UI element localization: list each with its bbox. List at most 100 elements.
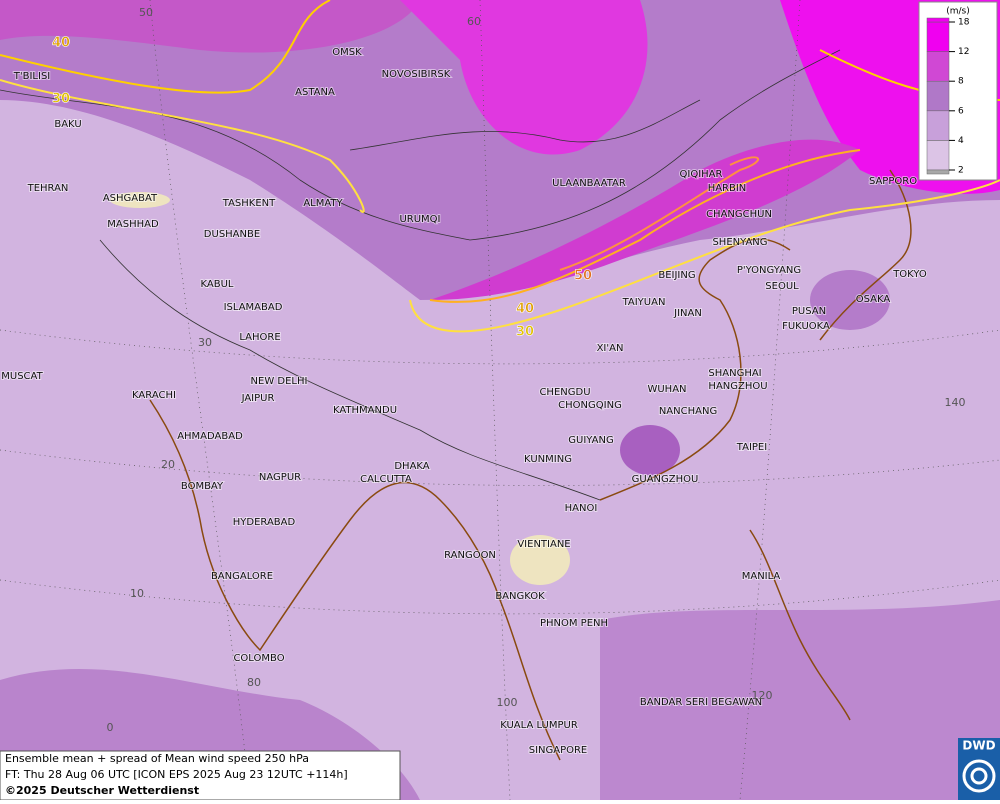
- city-label: DHAKA: [394, 461, 429, 472]
- city-label: OSAKA: [856, 294, 891, 305]
- city-label: BEIJING: [658, 270, 695, 281]
- city-label: KATHMANDU: [333, 405, 397, 416]
- city-label: ALMATY: [303, 198, 343, 209]
- caption: Ensemble mean + spread of Mean wind spee…: [0, 750, 401, 801]
- graticule-label: 120: [752, 689, 773, 702]
- city-label: CHANGCHUN: [706, 209, 772, 220]
- contour-label: 50: [574, 269, 592, 284]
- city-label: TAIPEI: [736, 442, 767, 453]
- city-label: TOKYO: [892, 269, 927, 280]
- city-label: SHANGHAI: [708, 368, 761, 379]
- city-label: SHENYANG: [712, 237, 767, 248]
- borders: [0, 49, 841, 501]
- city-label: ASTANA: [295, 87, 335, 98]
- legend-swatch: [926, 140, 950, 171]
- city-label: T'BILISI: [13, 71, 50, 82]
- graticule-label: 50: [139, 6, 153, 19]
- contour-label: 30: [52, 92, 70, 107]
- city-label: ASHGABAT: [103, 193, 158, 204]
- legend-unit: (m/s): [946, 7, 970, 17]
- legend-swatch: [926, 110, 950, 141]
- city-label: BANDAR SERI BEGAWAN: [640, 697, 762, 708]
- city-label: RANGOON: [444, 550, 496, 561]
- city-label: HANGZHOU: [708, 381, 767, 392]
- legend-swatch: [926, 80, 950, 112]
- city-label: QIQIHAR: [680, 169, 723, 180]
- legend-tick-label: 12: [958, 47, 969, 57]
- city-label: CHENGDU: [539, 387, 590, 398]
- city-label: NOVOSIBIRSK: [382, 69, 451, 80]
- labels: OMSK NOVOSIBIRSK ASTANA T'BILISI BAKU TEHRAN A…: [0, 6, 966, 757]
- city-label: PUSAN: [792, 306, 826, 317]
- contours: [0, 0, 1000, 333]
- graticule-label: 30: [198, 336, 212, 349]
- contour-label: 40: [516, 302, 534, 317]
- graticule-label: 60: [467, 15, 481, 28]
- city-label: XI'AN: [597, 343, 624, 354]
- city-label: SINGAPORE: [529, 745, 588, 756]
- city-label: ISLAMABAD: [224, 302, 283, 313]
- city-label: TEHRAN: [27, 183, 69, 194]
- contour-label: 40: [52, 36, 70, 51]
- logo-text: DWD: [962, 739, 995, 753]
- city-label: PHNOM PENH: [540, 618, 608, 629]
- legend: (m/s) 2 4 6 8 12 18: [918, 1, 998, 181]
- city-label: JAIPUR: [241, 393, 275, 404]
- legend-swatch: [926, 17, 950, 23]
- city-label: COLOMBO: [233, 653, 284, 664]
- city-label: KARACHI: [132, 390, 176, 401]
- legend-tick-label: 8: [958, 77, 964, 87]
- city-label: NANCHANG: [659, 406, 717, 417]
- city-label: TAIYUAN: [622, 297, 666, 308]
- city-label: BAKU: [54, 119, 81, 130]
- legend-tick-label: 4: [958, 136, 964, 146]
- city-label: HARBIN: [708, 183, 747, 194]
- city-label: GUANGZHOU: [632, 474, 699, 485]
- city-label: FUKUOKA: [782, 321, 830, 332]
- city-label: KUNMING: [524, 454, 572, 465]
- city-label: NEW DELHI: [251, 376, 308, 387]
- graticule-label: 100: [497, 696, 518, 709]
- legend-tick-label: 18: [958, 18, 970, 28]
- city-label: WUHAN: [647, 384, 686, 395]
- city-label: BANGKOK: [495, 591, 545, 602]
- city-label: CHONGQING: [558, 400, 622, 411]
- city-label: TASHKENT: [222, 198, 276, 209]
- graticule-label: 0: [107, 721, 114, 734]
- city-label: SAPPORO: [869, 176, 917, 187]
- city-label: HYDERABAD: [233, 517, 296, 528]
- coastlines: [149, 169, 912, 761]
- caption-line: FT: Thu 28 Aug 06 UTC [ICON EPS 2025 Aug…: [5, 768, 348, 781]
- city-label: SEOUL: [765, 281, 799, 292]
- legend-swatch: [926, 169, 950, 175]
- legend-tick-label: 6: [958, 106, 964, 116]
- city-label: KABUL: [201, 279, 234, 290]
- legend-tick-label: 2: [958, 166, 964, 176]
- city-label: BANGALORE: [211, 571, 273, 582]
- city-label: JINAN: [673, 308, 702, 319]
- city-label: CALCUTTA: [360, 474, 412, 485]
- city-label: MANILA: [742, 571, 781, 582]
- graticule-label: 140: [945, 396, 966, 409]
- city-label: OMSK: [332, 47, 362, 58]
- logo-swirl: [970, 767, 988, 785]
- city-label: GUIYANG: [568, 435, 613, 446]
- contour-label: 30: [516, 325, 534, 340]
- city-label: MASHHAD: [107, 219, 159, 230]
- city-label: P'YONGYANG: [737, 265, 801, 276]
- legend-swatch: [926, 51, 950, 82]
- city-label: KUALA LUMPUR: [500, 720, 578, 731]
- city-label: MUSCAT: [1, 371, 43, 382]
- city-label: LAHORE: [239, 332, 280, 343]
- city-label: HANOI: [565, 503, 598, 514]
- city-label: DUSHANBE: [204, 229, 260, 240]
- legend-swatch: [926, 21, 950, 52]
- city-label: VIENTIANE: [517, 539, 570, 550]
- city-label: BOMBAY: [181, 481, 224, 492]
- city-label: AHMADABAD: [177, 431, 243, 442]
- caption-line: Ensemble mean + spread of Mean wind spee…: [5, 752, 309, 765]
- city-label: NAGPUR: [259, 472, 301, 483]
- graticule-label: 20: [161, 458, 175, 471]
